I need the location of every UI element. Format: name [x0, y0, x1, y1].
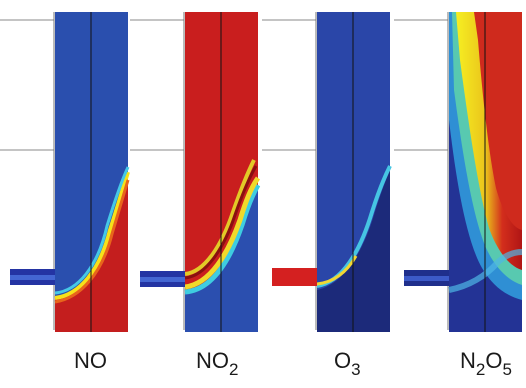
concentration-map-n2o5 [394, 12, 523, 332]
species-label-n2o5: N2O5 [460, 348, 512, 379]
concentration-map-o3 [262, 12, 392, 332]
panel-o3: O3 [262, 0, 394, 388]
species-label-no2: NO2 [196, 348, 239, 379]
panel-n2o5: N2O5 [394, 0, 526, 388]
panel-no2: NO2 [130, 0, 262, 388]
species-label-no: NO [74, 348, 107, 373]
species-label-o3: O3 [334, 348, 361, 379]
concentration-map-no2 [130, 12, 261, 332]
panel-no: NO [0, 0, 132, 388]
concentration-map-no [0, 12, 130, 332]
